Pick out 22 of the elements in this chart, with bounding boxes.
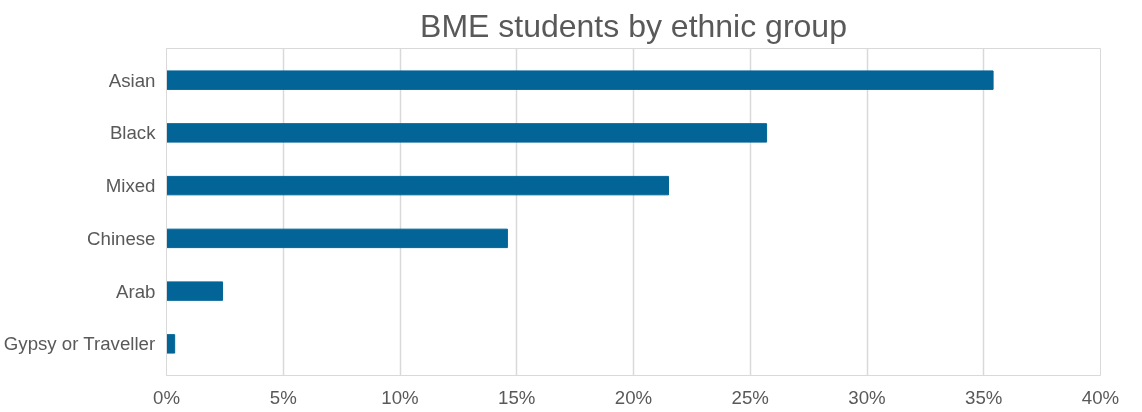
y-tick-label: Mixed (105, 175, 156, 197)
bar (166, 175, 670, 196)
x-tick-label: 0% (153, 386, 180, 408)
y-tick-label: Arab (116, 280, 156, 302)
x-tick-label: 5% (269, 386, 297, 408)
x-tick-label: 25% (731, 386, 769, 408)
bar (166, 228, 508, 249)
bar (166, 281, 224, 301)
y-tick-label: Black (109, 122, 157, 144)
bar (166, 70, 994, 90)
x-tick-label: 20% (614, 386, 653, 408)
x-tick-label: 15% (498, 386, 536, 408)
y-tick-label: Chinese (87, 227, 156, 249)
x-tick-label: 30% (848, 386, 886, 408)
x-tick-label: 40% (1081, 386, 1120, 408)
chart-title: BME students by ethnic group (420, 7, 847, 44)
x-tick-label: 35% (965, 386, 1003, 408)
y-tick-label: Gypsy or Traveller (3, 333, 156, 355)
bar (166, 123, 768, 143)
x-tick-label: 10% (381, 386, 419, 408)
y-tick-label: Asian (108, 69, 156, 91)
bar (166, 334, 176, 354)
